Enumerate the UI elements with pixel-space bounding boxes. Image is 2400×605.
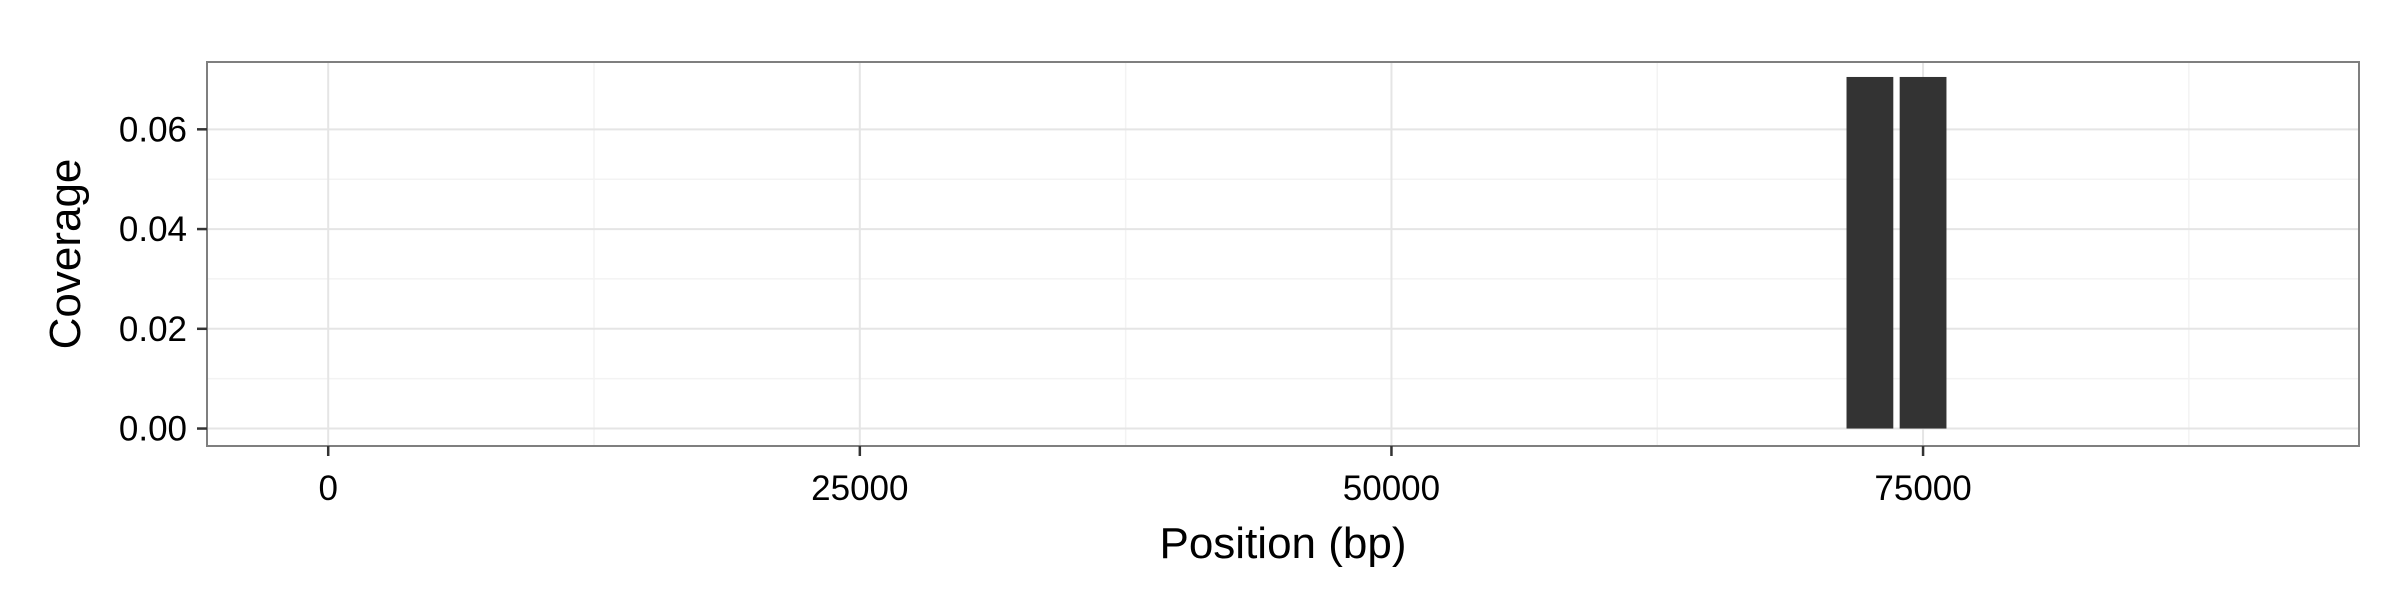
bar (1899, 76, 1947, 429)
x-tick-label: 25000 (811, 469, 908, 508)
y-axis-title: Coverage (41, 159, 90, 350)
x-tick-label: 75000 (1874, 469, 1971, 508)
panel-border (206, 61, 2360, 447)
bar-layer (1846, 76, 1947, 429)
y-tick-label: 0.04 (119, 210, 187, 249)
y-tick-label: 0.02 (119, 310, 187, 349)
y-tick-label: 0.06 (119, 110, 187, 149)
grid-layer (207, 62, 2359, 446)
y-tick-label: 0.00 (119, 410, 187, 449)
x-tick-label: 0 (318, 469, 337, 508)
bar (1846, 76, 1894, 429)
x-tick-label: 50000 (1343, 469, 1440, 508)
x-axis-title: Position (bp) (1159, 519, 1406, 568)
tick-layer: 0 25000 50000 75000 0.00 0.02 0.04 0.06 (119, 110, 1972, 508)
